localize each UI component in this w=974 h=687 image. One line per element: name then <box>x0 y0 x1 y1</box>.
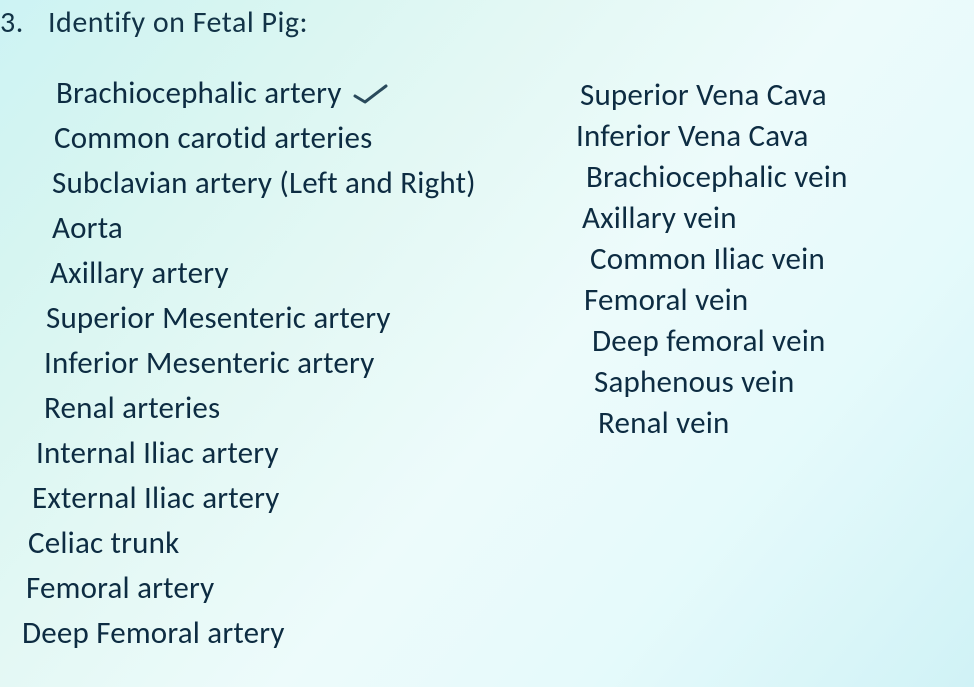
item-label: Brachiocephalic artery <box>56 78 342 109</box>
item-label: Inferior Vena Cava <box>576 121 809 152</box>
item-label: Common Iliac vein <box>590 244 825 275</box>
item-label: Aorta <box>52 213 123 244</box>
item-label: Axillary vein <box>582 203 737 234</box>
list-item: Inferior Vena Cava <box>576 121 848 152</box>
worksheet-page: 3. Identify on Fetal Pig: Brachiocephali… <box>0 0 974 687</box>
question-title: Identify on Fetal Pig: <box>48 4 308 41</box>
list-item: Common carotid arteries <box>54 123 476 154</box>
list-item: Internal Iliac artery <box>36 438 476 469</box>
question-number: 3. <box>0 4 30 41</box>
item-label: Renal arteries <box>44 393 220 424</box>
item-label: External Iliac artery <box>32 483 280 514</box>
arteries-column: Brachiocephalic artery Common carotid ar… <box>42 78 476 663</box>
list-item: Inferior Mesenteric artery <box>44 348 476 379</box>
item-label: Femoral artery <box>26 573 214 604</box>
list-item: Saphenous vein <box>594 367 848 398</box>
list-item: Deep femoral vein <box>592 326 848 357</box>
item-label: Deep femoral vein <box>592 326 826 357</box>
item-label: Renal vein <box>598 408 730 439</box>
list-item: Celiac trunk <box>28 528 476 559</box>
list-item: Subclavian artery (Left and Right) <box>52 168 476 199</box>
item-label: Subclavian artery (Left and Right) <box>52 168 476 199</box>
list-item: Superior Vena Cava <box>580 80 848 111</box>
item-label: Brachiocephalic vein <box>586 162 848 193</box>
list-item: Renal arteries <box>44 393 476 424</box>
item-label: Inferior Mesenteric artery <box>44 348 374 379</box>
item-label: Superior Mesenteric artery <box>46 303 391 334</box>
item-label: Celiac trunk <box>28 528 179 559</box>
list-item: Renal vein <box>598 408 848 439</box>
list-item: Common Iliac vein <box>590 244 848 275</box>
list-item: Brachiocephalic artery <box>56 78 476 109</box>
check-icon <box>352 82 390 106</box>
list-item: Deep Femoral artery <box>22 618 476 649</box>
item-label: Axillary artery <box>50 258 229 289</box>
item-label: Internal Iliac artery <box>36 438 279 469</box>
list-item: Femoral vein <box>584 285 848 316</box>
list-item: External Iliac artery <box>32 483 476 514</box>
item-label: Common carotid arteries <box>54 123 372 154</box>
item-label: Femoral vein <box>584 285 748 316</box>
question-heading: 3. Identify on Fetal Pig: <box>0 4 308 41</box>
list-item: Aorta <box>52 213 476 244</box>
list-item: Brachiocephalic vein <box>586 162 848 193</box>
item-label: Saphenous vein <box>594 367 794 398</box>
item-label: Deep Femoral artery <box>22 618 285 649</box>
list-item: Femoral artery <box>26 573 476 604</box>
item-label: Superior Vena Cava <box>580 80 827 111</box>
list-item: Axillary vein <box>582 203 848 234</box>
list-item: Superior Mesenteric artery <box>46 303 476 334</box>
list-item: Axillary artery <box>50 258 476 289</box>
veins-column: Superior Vena Cava Inferior Vena Cava Br… <box>580 80 848 449</box>
